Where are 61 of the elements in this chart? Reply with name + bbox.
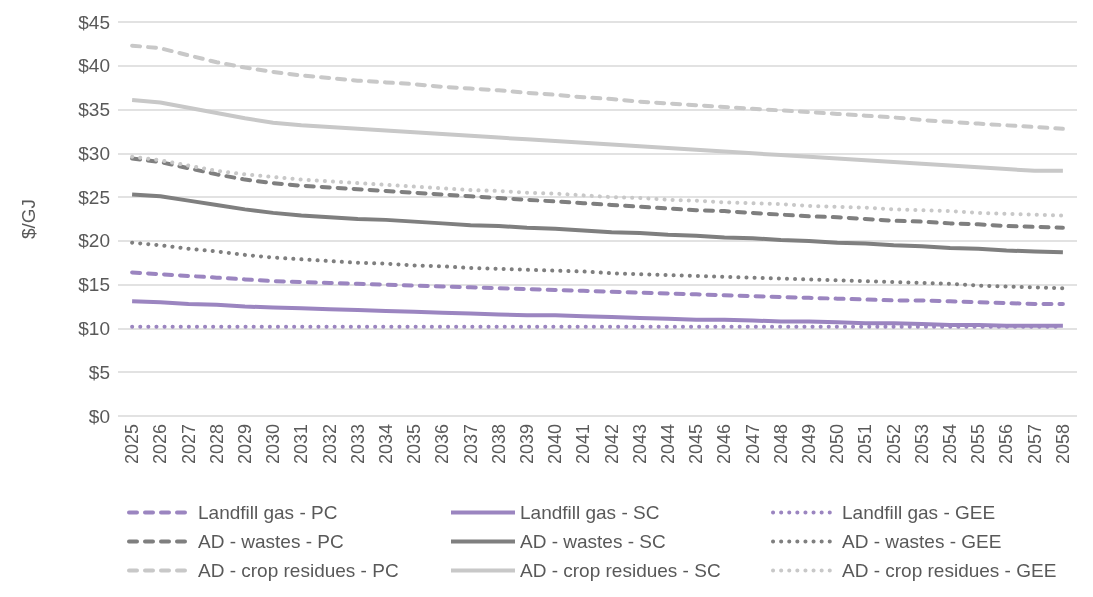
- x-tick-label: 2034: [375, 424, 396, 465]
- line-series: [130, 192, 1065, 255]
- legend-label: AD - crop residues - PC: [198, 560, 399, 581]
- x-tick-label: 2025: [122, 424, 143, 465]
- y-tick-label: $5: [88, 361, 110, 383]
- y-tick-label: $30: [78, 142, 110, 164]
- y-tick-label: $45: [78, 11, 110, 33]
- x-tick-label: 2047: [742, 424, 763, 465]
- y-tick-label: $20: [78, 230, 110, 252]
- y-tick-label: $0: [88, 405, 110, 427]
- x-tick-label: 2055: [968, 424, 989, 465]
- line-series: [130, 156, 1065, 230]
- legend-label: Landfill gas - GEE: [842, 502, 996, 523]
- legend-label: AD - wastes - GEE: [842, 531, 1002, 552]
- x-tick-label: 2028: [206, 424, 227, 465]
- x-tick-label: 2027: [178, 424, 199, 465]
- x-tick-label: 2030: [263, 424, 284, 465]
- legend-label: Landfill gas - SC: [520, 502, 660, 523]
- legend-label: AD - wastes - PC: [198, 531, 344, 552]
- x-tick-label: 2026: [150, 424, 171, 465]
- y-axis-title: $/GJ: [18, 198, 39, 240]
- x-tick-label: 2039: [516, 424, 537, 465]
- y-tick-label: $15: [78, 274, 110, 296]
- x-tick-label: 2040: [545, 424, 566, 465]
- x-tick-label: 2053: [911, 424, 932, 465]
- line-series: [130, 43, 1065, 131]
- y-tick-label: $40: [78, 55, 110, 77]
- x-tick-label: 2031: [291, 424, 312, 465]
- legend-label: Landfill gas - PC: [198, 502, 338, 523]
- x-tick-label: 2045: [686, 424, 707, 465]
- line-series: [130, 240, 1065, 291]
- x-tick-label: 2049: [799, 424, 820, 465]
- x-tick-label: 2051: [855, 424, 876, 465]
- x-tick-label: 2043: [629, 424, 650, 465]
- x-tick-label: 2033: [347, 424, 368, 465]
- x-tick-label: 2056: [996, 424, 1017, 465]
- x-tick-label: 2038: [488, 424, 509, 465]
- x-tick-label: 2035: [404, 424, 425, 465]
- line-series: [130, 154, 1065, 218]
- x-tick-label: 2029: [234, 424, 255, 465]
- x-tick-label: 2050: [827, 424, 848, 465]
- legend-label: AD - crop residues - GEE: [842, 560, 1057, 581]
- x-tick-label: 2044: [658, 424, 679, 465]
- legend-label: AD - wastes - SC: [520, 531, 666, 552]
- x-tick-label: 2041: [573, 424, 594, 465]
- x-tick-label: 2036: [432, 424, 453, 465]
- x-tick-label: 2037: [460, 424, 481, 465]
- legend-label: AD - crop residues - SC: [520, 560, 721, 581]
- y-tick-label: $10: [78, 317, 110, 339]
- x-tick-label: 2032: [319, 424, 340, 465]
- x-tick-label: 2057: [1024, 424, 1045, 465]
- y-tick-label: $25: [78, 186, 110, 208]
- y-tick-label: $35: [78, 99, 110, 121]
- x-tick-label: 2048: [770, 424, 791, 465]
- x-tick-label: 2058: [1052, 424, 1073, 465]
- x-tick-label: 2052: [883, 424, 904, 465]
- x-tick-label: 2042: [601, 424, 622, 465]
- x-tick-label: 2046: [714, 424, 735, 465]
- line-series: [130, 97, 1065, 173]
- x-tick-label: 2054: [940, 424, 961, 465]
- line-series: [130, 270, 1065, 306]
